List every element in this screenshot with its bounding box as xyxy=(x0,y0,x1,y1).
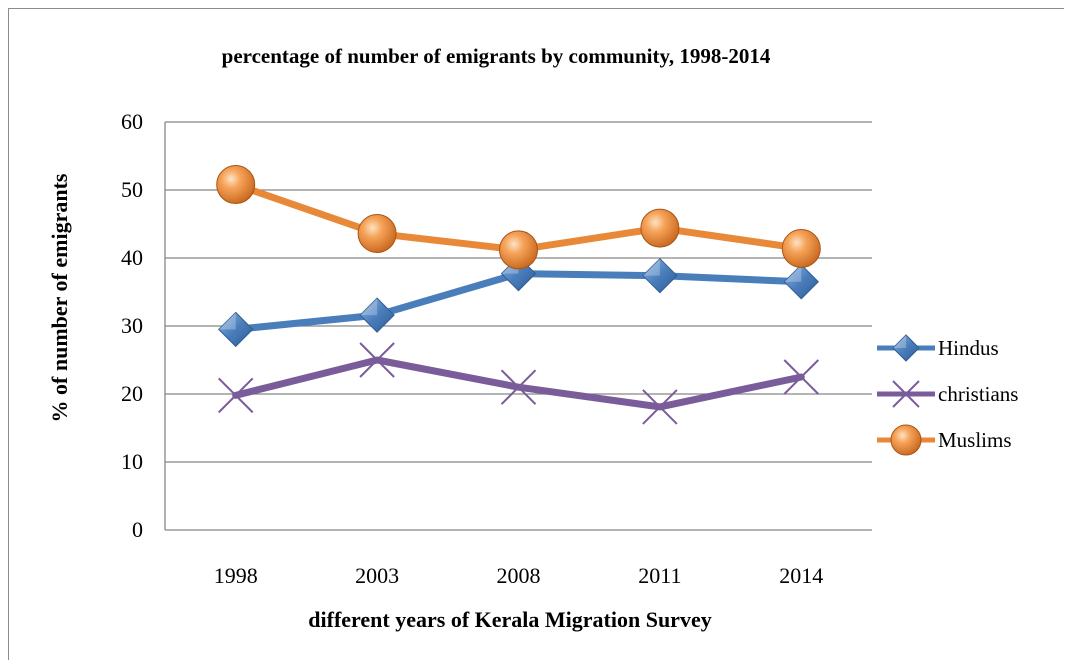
x-tick-label: 2003 xyxy=(355,563,399,588)
legend-label: Muslims xyxy=(938,428,1012,452)
diamond-marker-body xyxy=(359,297,395,333)
x-marker-stroke xyxy=(359,342,395,378)
y-axis-ticks: 0 10 20 30 40 50 60 xyxy=(121,109,143,542)
gridlines xyxy=(165,121,872,463)
x-marker-stroke xyxy=(783,359,820,395)
diamond-marker-body xyxy=(783,264,820,300)
circle-marker xyxy=(216,165,256,205)
diamond-marker xyxy=(892,334,920,362)
series-layer xyxy=(216,165,821,425)
circle-marker xyxy=(640,208,680,248)
diamond-marker xyxy=(359,297,395,333)
y-axis-title: % of number of emigrants xyxy=(47,173,72,422)
plot-area xyxy=(164,122,872,531)
x-marker xyxy=(217,377,254,414)
x-marker xyxy=(642,389,678,425)
x-marker xyxy=(500,369,537,405)
diamond-marker-body xyxy=(217,311,254,348)
circle-marker xyxy=(499,230,538,270)
x-axis-title: different years of Kerala Migration Surv… xyxy=(308,607,711,632)
legend-label: Hindus xyxy=(938,336,999,360)
y-tick-label: 40 xyxy=(121,245,143,270)
diamond-marker-body xyxy=(642,257,678,294)
chart-title: percentage of number of emigrants by com… xyxy=(222,44,771,68)
x-tick-label: 2014 xyxy=(779,563,823,588)
legend-label: christians xyxy=(938,382,1018,406)
diamond-marker xyxy=(217,311,254,348)
legend: Hindus christians Muslims xyxy=(877,334,1018,456)
circle-marker xyxy=(890,424,922,456)
x-tick-label: 1998 xyxy=(214,563,258,588)
series-muslims xyxy=(216,165,821,270)
legend-item-christians: christians xyxy=(877,380,1018,408)
x-axis-ticks: 1998 2003 2008 2011 2014 xyxy=(214,563,824,588)
series-christians xyxy=(217,342,820,425)
chart-frame xyxy=(8,8,1064,660)
circle-marker xyxy=(781,228,821,268)
diamond-marker-highlight xyxy=(218,312,236,330)
legend-item-hindus: Hindus xyxy=(877,334,999,362)
x-tick-label: 2008 xyxy=(497,563,541,588)
legend-item-muslims: Muslims xyxy=(877,424,1012,456)
diamond-marker-highlight xyxy=(360,298,378,316)
diamond-marker xyxy=(642,257,678,294)
y-tick-label: 60 xyxy=(121,109,143,134)
diamond-marker-highlight xyxy=(893,335,906,348)
diamond-marker xyxy=(783,264,820,300)
diamond-marker-body xyxy=(892,334,920,362)
y-tick-label: 0 xyxy=(132,517,143,542)
diamond-marker-highlight xyxy=(642,258,660,276)
y-tick-label: 10 xyxy=(121,449,143,474)
circle-marker xyxy=(357,214,397,254)
x-marker-stroke xyxy=(500,369,537,405)
x-marker xyxy=(783,359,820,395)
x-marker xyxy=(359,342,395,378)
x-tick-label: 2011 xyxy=(638,563,681,588)
x-marker-stroke xyxy=(217,377,254,414)
y-tick-label: 30 xyxy=(121,313,143,338)
y-tick-label: 20 xyxy=(121,381,143,406)
x-marker-stroke xyxy=(892,380,920,408)
y-tick-label: 50 xyxy=(121,177,143,202)
series-hindus xyxy=(217,255,820,348)
series-line xyxy=(232,356,805,411)
x-marker-stroke xyxy=(642,389,678,425)
x-marker xyxy=(892,380,920,408)
diamond-marker-highlight xyxy=(784,264,802,282)
